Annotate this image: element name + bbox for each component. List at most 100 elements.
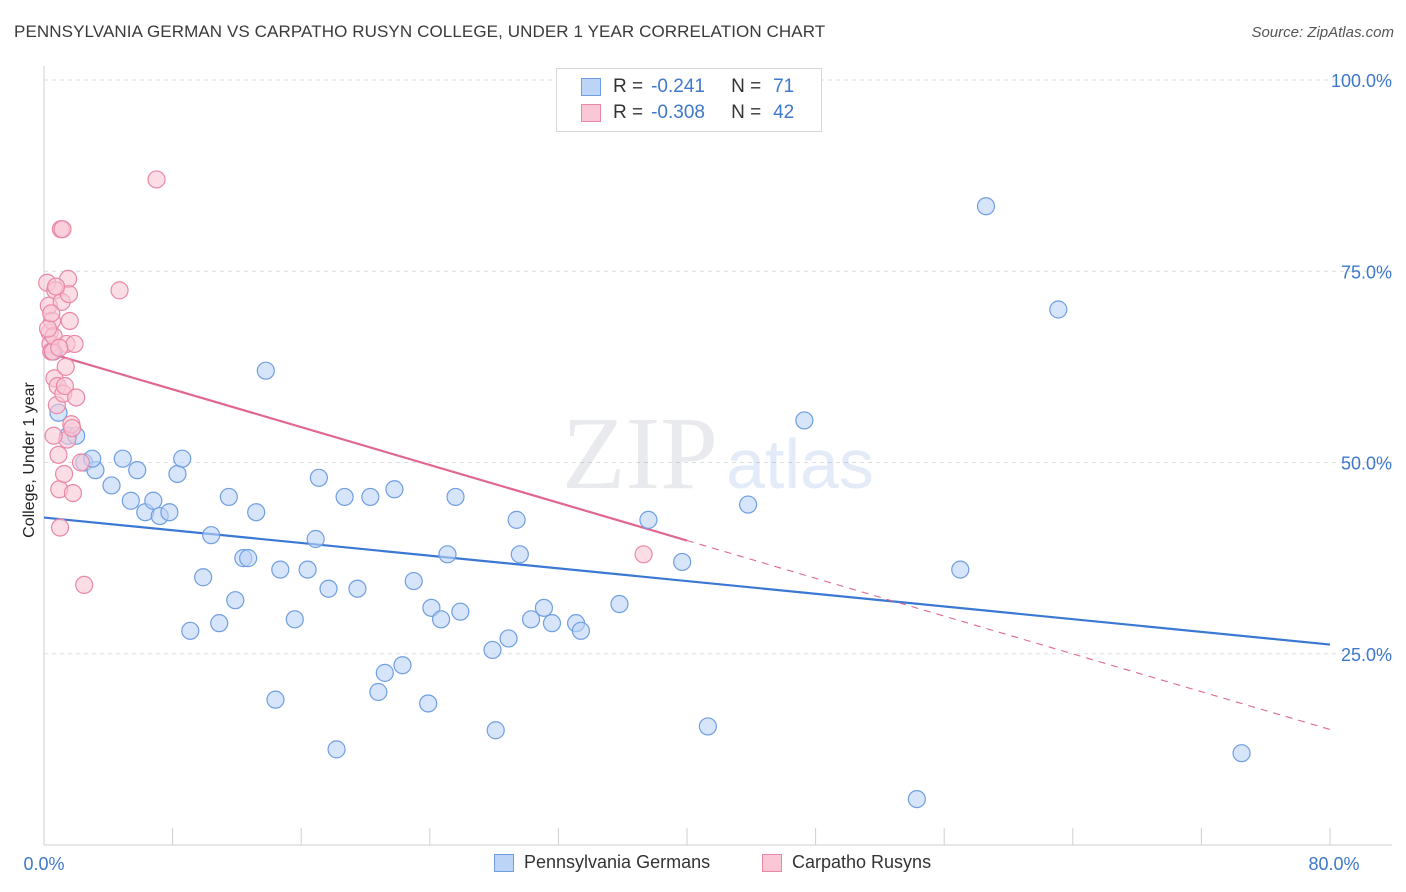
blue-scatter-point — [404, 571, 423, 591]
blue-scatter-point — [102, 476, 121, 495]
blue-scatter-point — [1232, 744, 1251, 763]
y-axis-label: College, Under 1 year — [21, 382, 38, 538]
blue-scatter-point — [210, 614, 229, 633]
blue-scatter-point — [673, 552, 692, 572]
blue-scatter-point — [348, 579, 367, 598]
blue-scatter-point — [385, 480, 404, 499]
blue-scatter-point — [121, 491, 140, 510]
blue-scatter-point — [639, 510, 658, 529]
bottom-legend-carpatho[interactable]: Carpatho Rusyns — [762, 852, 931, 873]
legend-row-pennsylvania: R = -0.241 N = 71 — [581, 74, 794, 100]
blue-scatter-point — [266, 690, 285, 709]
pink-trend-line — [43, 350, 688, 542]
blue-scatter-point — [256, 361, 275, 380]
pink-scatter-point — [50, 518, 70, 537]
pink-scatter-point — [56, 357, 75, 376]
pink-scatter-point — [38, 319, 58, 338]
y-tick-label: 25.0% — [1341, 645, 1392, 665]
pink-scatter-point — [50, 338, 69, 357]
blue-scatter-point — [542, 614, 562, 633]
trend-layer — [43, 350, 1331, 731]
blue-scatter-point — [128, 461, 147, 480]
blue-scatter-point — [1049, 300, 1068, 319]
blue-scatter-point — [298, 560, 317, 579]
pink-scatter-point — [42, 304, 61, 323]
blue-scatter-point — [226, 591, 245, 610]
correlation-legend: R = -0.241 N = 71 R = -0.308 N = 42 — [556, 68, 822, 132]
pink-scatter-point — [63, 484, 83, 503]
pink-scatter-point — [110, 281, 129, 300]
blue-scatter-point — [438, 545, 457, 564]
labels-layer: 25.0% 50.0% 75.0% 100.0% 0.0% 80.0% — [23, 71, 1392, 874]
watermark-zip: ZIP — [562, 396, 718, 511]
pink-scatter-point — [54, 464, 74, 484]
pink-scatter-point — [75, 575, 94, 595]
blue-scatter-point — [202, 526, 221, 545]
legend-r-label: R = — [613, 102, 644, 123]
pink-scatter-point — [44, 426, 63, 445]
blue-scatter-point — [335, 487, 354, 507]
watermark: ZIP atlas — [562, 396, 874, 511]
pink-scatter-point — [63, 418, 82, 438]
blue-scatter-point — [486, 721, 505, 740]
blue-scatter-point — [375, 663, 394, 682]
blue-scatter-point — [285, 610, 304, 629]
pink-scatter-point — [46, 277, 66, 296]
blue-scatter-point — [499, 629, 518, 648]
bottom-legend-label: Carpatho Rusyns — [792, 852, 932, 872]
blue-scatter-point — [160, 503, 179, 522]
blue-scatter-point — [795, 411, 814, 430]
x-tick-label-max: 80.0% — [1308, 854, 1359, 874]
points-layer — [38, 170, 1251, 809]
legend-n-value: 42 — [773, 102, 795, 123]
blue-scatter-point — [327, 740, 346, 759]
blue-scatter-point — [907, 789, 926, 809]
blue-scatter-point — [446, 487, 465, 507]
y-tick-label: 75.0% — [1341, 262, 1392, 282]
watermark-atlas: atlas — [726, 425, 874, 503]
blue-scatter-point — [181, 621, 200, 640]
blue-scatter-point — [361, 487, 380, 507]
blue-scatter-point — [571, 621, 591, 640]
blue-scatter-point — [451, 602, 470, 621]
blue-scatter-point — [369, 682, 388, 702]
blue-scatter-point — [610, 594, 629, 614]
blue-scatter-point — [419, 694, 438, 713]
blue-scatter-point — [239, 549, 258, 568]
legend-n-value: 71 — [773, 76, 795, 97]
blue-scatter-point — [168, 464, 187, 484]
pink-scatter-point — [55, 376, 74, 396]
chart-title: PENNSYLVANIA GERMAN VS CARPATHO RUSYN CO… — [14, 22, 826, 41]
blue-trend-line — [43, 516, 1331, 646]
blue-scatter-point — [309, 468, 328, 487]
blue-scatter-point — [393, 656, 412, 675]
legend-swatch-pink — [581, 104, 601, 122]
pink-scatter-point — [60, 311, 79, 331]
legend-swatch-blue — [581, 78, 601, 96]
blue-scatter-point — [951, 560, 970, 579]
blue-scatter-point — [271, 560, 290, 579]
x-tick-label-min: 0.0% — [23, 854, 64, 874]
bottom-legend-pennsylvania[interactable]: Pennsylvania Germans — [494, 852, 710, 873]
legend-row-carpatho: R = -0.308 N = 42 — [581, 100, 794, 126]
blue-scatter-point — [738, 495, 758, 514]
grid-layer — [44, 79, 1392, 655]
pink-scatter-point — [53, 220, 72, 239]
blue-scatter-point — [113, 449, 132, 468]
pink-scatter-point — [147, 170, 166, 189]
blue-scatter-point — [507, 510, 526, 529]
source-label: Source: ZipAtlas.com — [1251, 24, 1394, 41]
blue-scatter-point — [306, 529, 325, 549]
blue-scatter-point — [483, 640, 502, 660]
blue-scatter-point — [144, 491, 163, 510]
blue-scatter-point — [510, 545, 529, 564]
pink-scatter-point — [71, 453, 91, 472]
blue-scatter-point — [173, 449, 192, 468]
legend-r-value: -0.241 — [651, 76, 705, 97]
legend-r-value: -0.308 — [651, 102, 705, 123]
pink-scatter-point — [65, 334, 84, 354]
blue-scatter-point — [219, 487, 238, 507]
blue-scatter-point — [319, 579, 338, 598]
legend-r-label: R = — [613, 76, 644, 97]
